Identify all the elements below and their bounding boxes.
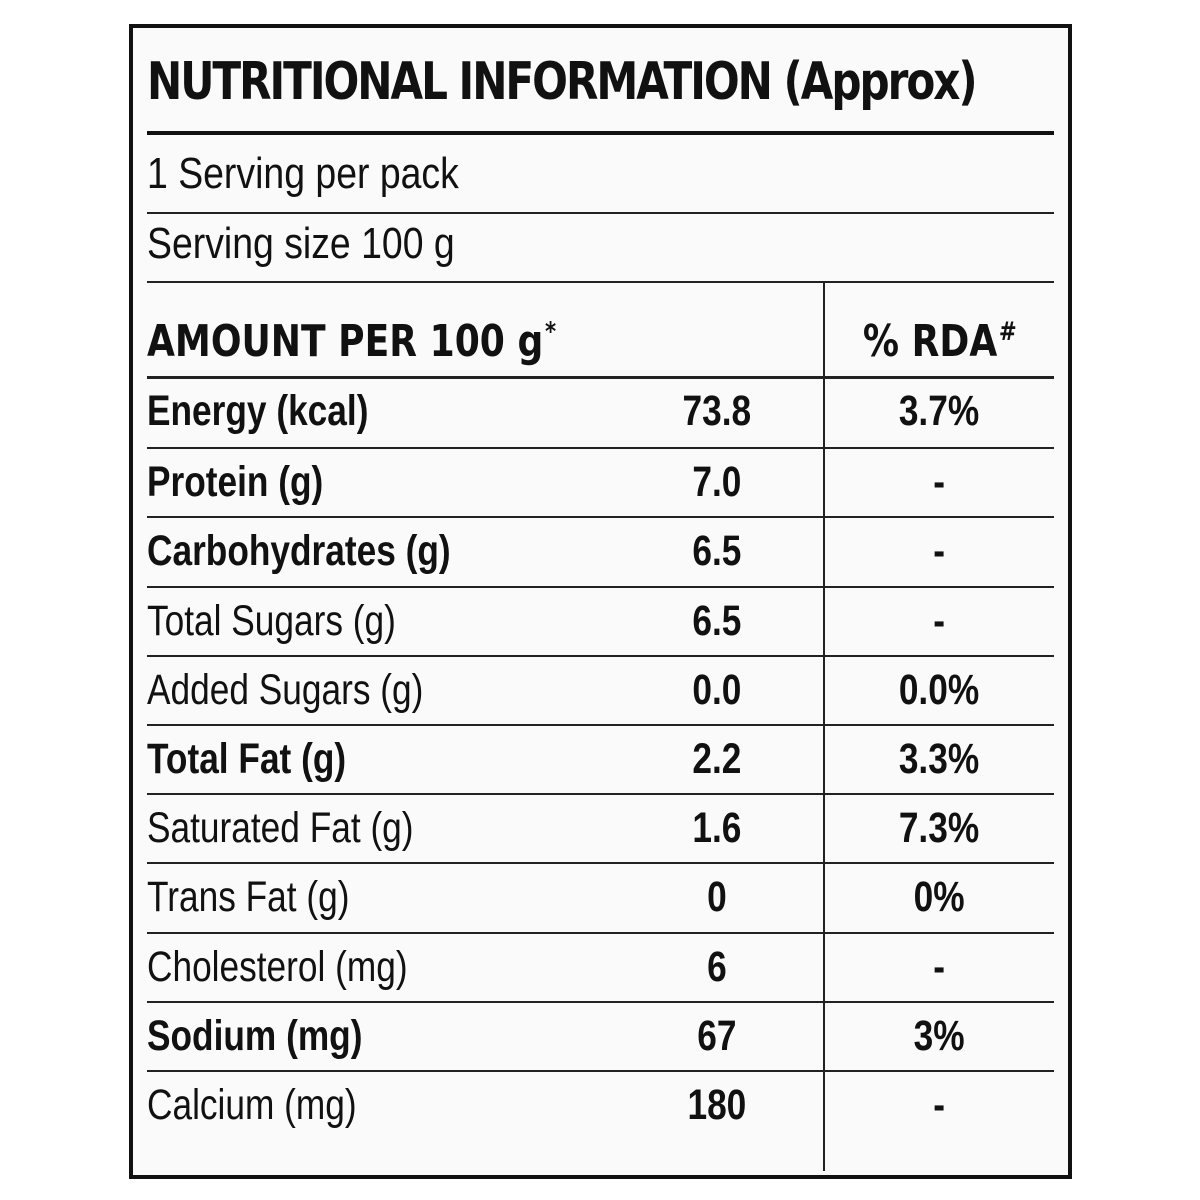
nutrient-name: Cholesterol (mg) xyxy=(147,942,408,991)
nutrient-name: Calcium (mg) xyxy=(147,1080,357,1129)
nutrient-value-cell: 67 xyxy=(617,1003,817,1070)
nutrient-value-cell: 1.6 xyxy=(617,795,817,862)
nutrient-value: 67 xyxy=(697,1011,737,1060)
nutrient-row: Cholesterol (mg) 6 - xyxy=(147,931,1054,1001)
nutrient-row: Calcium (mg) 180 - xyxy=(147,1069,1054,1139)
nutrient-row: Added Sugars (g) 0.0 0.0% xyxy=(147,654,1054,724)
nutrient-name-cell: Calcium (mg) xyxy=(147,1072,647,1139)
nutrient-name-cell: Cholesterol (mg) xyxy=(147,934,647,1001)
nutrient-rda-cell: 3% xyxy=(825,1003,1054,1070)
servings-per-pack-text: 1 Serving per pack xyxy=(147,149,459,198)
nutrient-row: Trans Fat (g) 0 0% xyxy=(147,862,1054,931)
nutrient-name: Protein (g) xyxy=(147,458,324,507)
title-divider xyxy=(147,131,1054,135)
nutrient-value-cell: 2.2 xyxy=(617,726,817,793)
nutrient-rda: 0.0% xyxy=(899,665,980,714)
nutrient-value-cell: 7.0 xyxy=(617,449,817,516)
nutrient-rda-cell: - xyxy=(825,934,1054,1001)
nutrient-rda-cell: 3.7% xyxy=(825,378,1054,445)
nutrient-row: Sodium (mg) 67 3% xyxy=(147,1000,1054,1070)
nutrient-value: 7.0 xyxy=(692,458,742,507)
nutrition-facts-panel: NUTRITIONAL INFORMATION (Approx) 1 Servi… xyxy=(129,24,1072,1179)
rda-column-header: % RDA# xyxy=(825,286,1054,378)
nutrient-value: 180 xyxy=(687,1080,747,1129)
header-divider xyxy=(147,376,1054,379)
nutrient-rda: 3% xyxy=(914,1011,965,1060)
nutrient-rda-cell: 0.0% xyxy=(825,657,1054,724)
nutrient-rda: 3.3% xyxy=(899,734,980,783)
nutrient-rda-cell: 0% xyxy=(825,864,1054,931)
nutrient-value: 6.5 xyxy=(692,527,742,576)
amount-header-label: AMOUNT PER 100 g xyxy=(147,316,544,367)
nutrient-name: Energy (kcal) xyxy=(147,387,369,435)
nutrient-rda: 0% xyxy=(914,873,965,922)
nutrient-row: Total Fat (g) 2.2 3.3% xyxy=(147,723,1054,793)
serving-size-row: Serving size 100 g xyxy=(147,210,1054,278)
nutrient-value: 73.8 xyxy=(682,387,752,435)
nutrient-rda-cell: - xyxy=(825,449,1054,516)
nutrient-value-cell: 6 xyxy=(617,934,817,1001)
nutrient-value-cell: 0 xyxy=(617,864,817,931)
nutrient-value-cell: 6.5 xyxy=(617,518,817,585)
nutrient-value: 6 xyxy=(707,942,727,991)
nutrient-rda: - xyxy=(933,596,946,645)
nutrient-name: Total Sugars (g) xyxy=(147,596,396,645)
nutrient-value: 0.0 xyxy=(692,665,742,714)
nutrient-rda: 7.3% xyxy=(899,804,980,853)
serving-size-text: Serving size 100 g xyxy=(147,219,455,268)
nutrient-name: Saturated Fat (g) xyxy=(147,804,414,853)
nutrient-name-cell: Protein (g) xyxy=(147,449,647,516)
nutrient-value: 0 xyxy=(707,873,727,922)
nutrient-name-cell: Energy (kcal) xyxy=(147,378,647,445)
nutrient-value-cell: 73.8 xyxy=(617,378,817,445)
nutrient-value-cell: 180 xyxy=(617,1072,817,1139)
nutrient-rda: - xyxy=(933,1080,946,1129)
rda-header-label: % RDA xyxy=(862,316,997,367)
nutrient-row: Carbohydrates (g) 6.5 - xyxy=(147,516,1054,585)
nutrient-value: 6.5 xyxy=(692,596,742,645)
nutrient-rda: - xyxy=(933,527,946,576)
nutrient-value-cell: 0.0 xyxy=(617,657,817,724)
nutrient-rda-cell: 3.3% xyxy=(825,726,1054,793)
amount-header-mark: * xyxy=(544,317,557,347)
nutrient-value-cell: 6.5 xyxy=(617,588,817,655)
nutrient-rda-cell: - xyxy=(825,1072,1054,1139)
nutrient-row: Total Sugars (g) 6.5 - xyxy=(147,585,1054,655)
nutrient-row: Saturated Fat (g) 1.6 7.3% xyxy=(147,793,1054,862)
row-divider xyxy=(147,281,1054,283)
nutrient-name-cell: Sodium (mg) xyxy=(147,1003,647,1070)
nutrient-name: Total Fat (g) xyxy=(147,734,347,783)
nutrient-name-cell: Carbohydrates (g) xyxy=(147,518,647,585)
nutrient-rda-cell: 7.3% xyxy=(825,795,1054,862)
nutrient-rda: - xyxy=(933,458,946,507)
nutrient-row: Protein (g) 7.0 - xyxy=(147,447,1054,516)
nutrient-name-cell: Added Sugars (g) xyxy=(147,657,647,724)
panel-title: NUTRITIONAL INFORMATION (Approx) xyxy=(147,52,978,112)
nutrient-name: Trans Fat (g) xyxy=(147,873,350,922)
column-divider xyxy=(823,283,825,1171)
nutrient-rda-cell: - xyxy=(825,518,1054,585)
amount-column-header: AMOUNT PER 100 g* xyxy=(147,286,817,378)
row-divider xyxy=(147,212,1054,214)
nutrient-name-cell: Saturated Fat (g) xyxy=(147,795,647,862)
servings-per-pack-row: 1 Serving per pack xyxy=(147,140,1054,208)
nutrient-name-cell: Trans Fat (g) xyxy=(147,864,647,931)
nutrient-value: 2.2 xyxy=(692,734,742,783)
nutrient-rows: Energy (kcal) 73.8 3.7% Protein (g) 7.0- Carb… xyxy=(147,378,1054,1139)
nutrient-rda: 3.7% xyxy=(899,387,980,435)
nutrient-name-cell: Total Fat (g) xyxy=(147,726,647,793)
nutrient-name: Sodium (mg) xyxy=(147,1011,363,1060)
nutrient-rda: - xyxy=(933,942,946,991)
rda-header-mark: # xyxy=(998,317,1017,347)
nutrient-row: Energy (kcal) 73.8 3.7% xyxy=(147,378,1054,447)
nutrient-rda-cell: - xyxy=(825,588,1054,655)
nutrient-name-cell: Total Sugars (g) xyxy=(147,588,647,655)
nutrient-name: Carbohydrates (g) xyxy=(147,527,451,576)
nutrient-name: Added Sugars (g) xyxy=(147,665,424,714)
nutrient-value: 1.6 xyxy=(692,804,742,853)
